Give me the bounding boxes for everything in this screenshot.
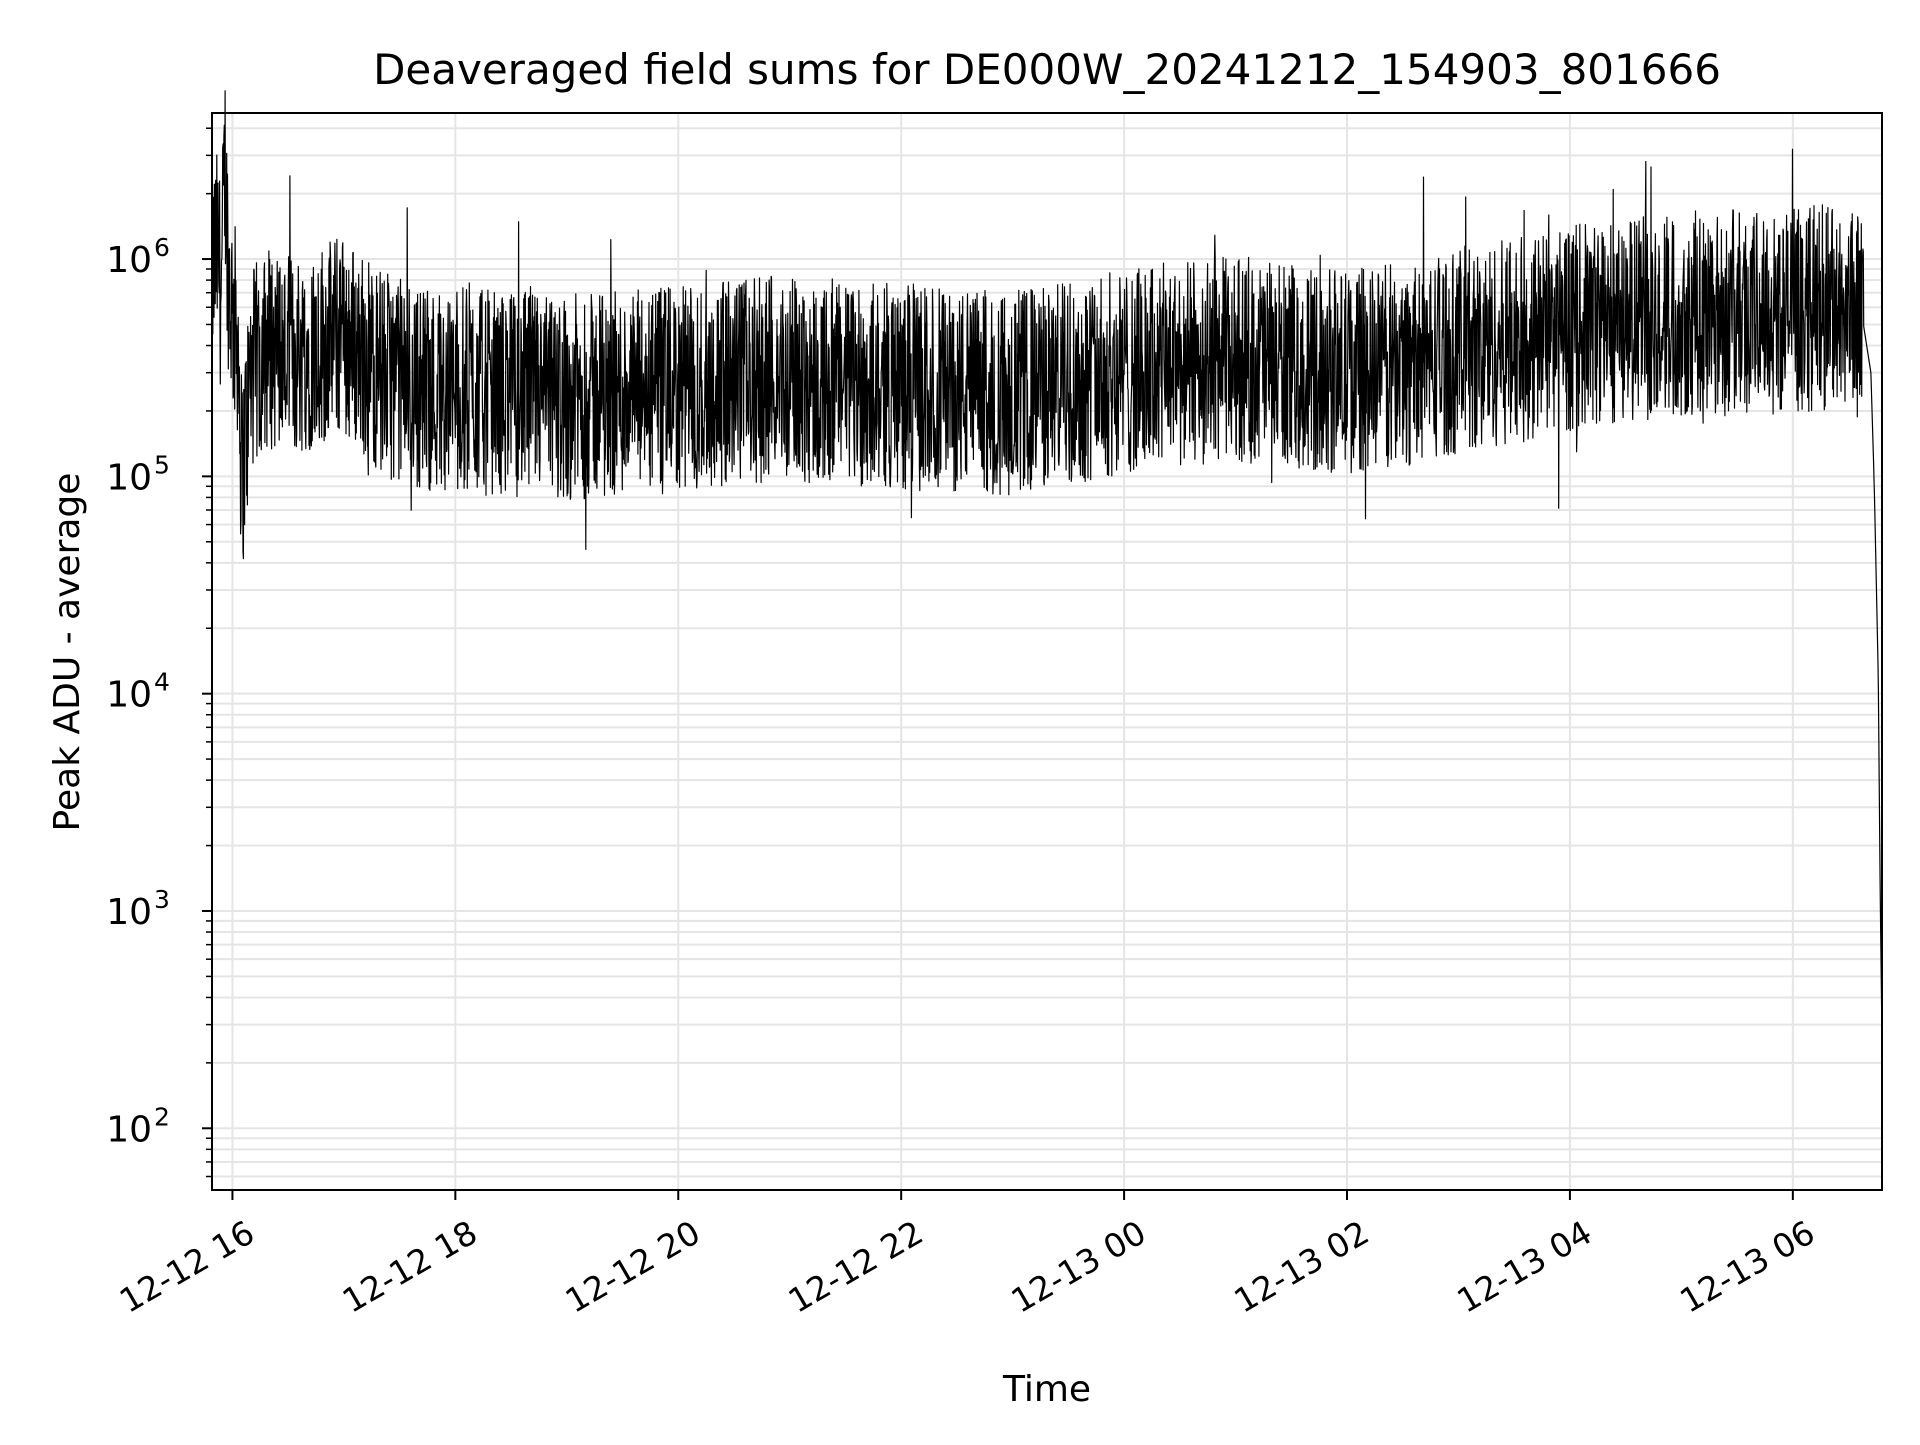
y-tick-exponent: 4 — [154, 668, 170, 697]
series-line — [211, 90, 1883, 1042]
y-tick-label: 10 — [106, 892, 152, 933]
series-layer — [211, 90, 1883, 1042]
y-tick-exponent: 3 — [154, 885, 170, 914]
y-tick-exponent: 6 — [154, 233, 170, 262]
y-axis-label: Peak ADU - average — [47, 473, 88, 832]
plot-frame — [211, 112, 1883, 1191]
y-tick-label: 10 — [106, 1109, 152, 1150]
y-tick-label: 10 — [106, 675, 152, 716]
y-tick-label: 10 — [106, 240, 152, 281]
x-axis-label: Time — [1002, 1369, 1091, 1410]
y-tick-exponent: 5 — [154, 450, 170, 479]
chart-title: Deaveraged field sums for DE000W_2024121… — [373, 45, 1721, 94]
y-tick-exponent: 2 — [154, 1102, 170, 1131]
y-tick-label: 10 — [106, 457, 152, 498]
